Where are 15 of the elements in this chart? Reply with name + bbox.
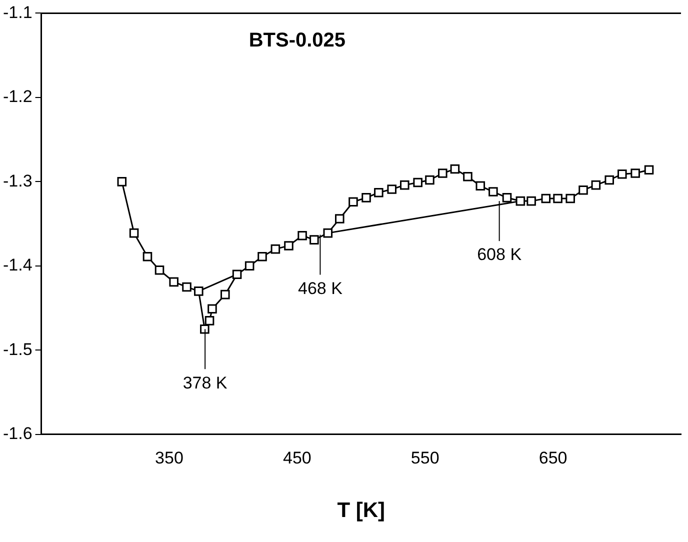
text: BTS-0.025 [248,30,346,52]
x-tick-label: 650 [538,448,568,468]
x-axis-title: T [K] [337,499,386,522]
annotation: 608 K [477,245,522,264]
x-tick-label: 350 [155,448,184,468]
annotation: 468 K [298,278,344,298]
y-tick-label: -1.5 [2,340,32,359]
y-tick-label: -1.6 [2,424,32,444]
y-tick-label: -1.4 [2,256,32,275]
x-tick-label: 550 [410,448,440,468]
annotation: 378 K [182,373,228,392]
y-tick-label: -1.3 [2,171,32,190]
y-tick-label: -1.2 [2,87,32,106]
y-tick-label: -1.1 [2,2,32,22]
x-tick-label: 450 [282,448,312,468]
